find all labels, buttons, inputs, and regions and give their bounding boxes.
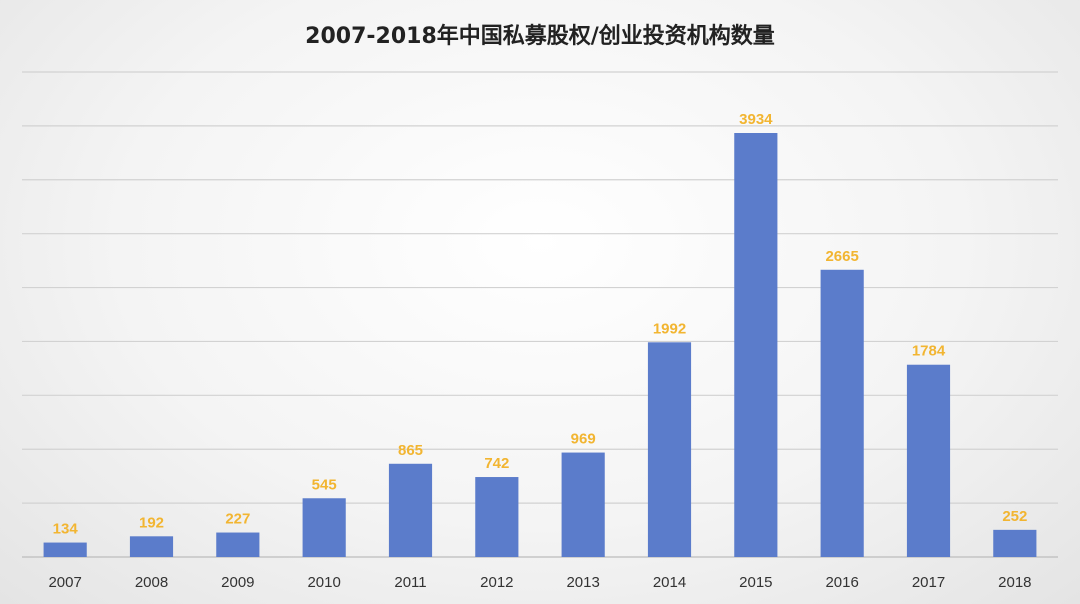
bar-2014 xyxy=(647,342,692,557)
data-label-2017: 1784 xyxy=(912,343,946,360)
x-tick-label-2012: 2012 xyxy=(480,574,513,591)
x-tick-label-2017: 2017 xyxy=(912,574,945,591)
data-label-2007: 134 xyxy=(53,521,79,538)
x-tick-label-2013: 2013 xyxy=(566,574,599,591)
data-label-2009: 227 xyxy=(225,511,250,528)
x-tick-label-2016: 2016 xyxy=(825,574,858,591)
data-label-2012: 742 xyxy=(484,455,509,472)
x-tick-label-2007: 2007 xyxy=(48,574,81,591)
x-tick-labels: 2007 2008 2009 2010 2011 2012 2013 2014 2015 2016… xyxy=(48,574,1031,591)
x-tick-label-2018: 2018 xyxy=(998,574,1031,591)
bar-2012 xyxy=(475,477,519,557)
data-label-2011: 865 xyxy=(398,442,423,459)
bar-2007 xyxy=(43,542,87,557)
data-label-2014: 1992 xyxy=(653,320,686,337)
data-labels: 134 192 227 545 865 742 969 1992 3934 2665 1784 252 xyxy=(53,111,1028,538)
bar-2010 xyxy=(302,498,346,557)
data-label-2008: 192 xyxy=(139,514,164,531)
bar-2017 xyxy=(906,364,951,557)
bar-2009 xyxy=(216,532,260,557)
bar-2008 xyxy=(129,536,174,557)
x-tick-label-2010: 2010 xyxy=(307,574,340,591)
gridlines xyxy=(22,71,1058,558)
x-tick-label-2011: 2011 xyxy=(394,574,426,591)
x-tick-label-2009: 2009 xyxy=(221,574,254,591)
bar-2013 xyxy=(561,452,605,557)
bar-2015 xyxy=(734,133,778,557)
bar-2016 xyxy=(820,269,864,557)
chart-title: 2007-2018年中国私募股权/创业投资机构数量 xyxy=(305,24,775,49)
bar-2011 xyxy=(388,463,433,557)
x-tick-label-2008: 2008 xyxy=(135,574,168,591)
data-label-2018: 252 xyxy=(1002,508,1027,525)
data-label-2016: 2665 xyxy=(825,248,858,265)
bars xyxy=(43,133,1037,557)
x-tick-label-2014: 2014 xyxy=(653,574,686,591)
data-label-2013: 969 xyxy=(571,431,596,448)
x-tick-label-2015: 2015 xyxy=(739,574,772,591)
data-label-2015: 3934 xyxy=(739,111,773,128)
data-label-2010: 545 xyxy=(312,476,337,493)
bar-2018 xyxy=(993,529,1037,557)
